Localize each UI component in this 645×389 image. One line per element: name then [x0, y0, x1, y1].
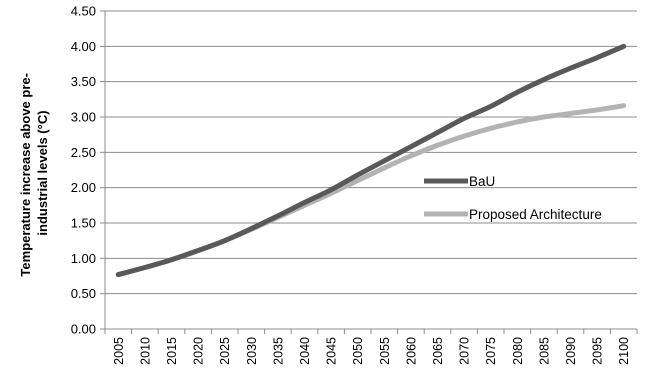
axes — [100, 10, 638, 334]
y-axis-label-line-1: Temperature increase above pre- — [18, 73, 33, 277]
x-tick-label: 2100 — [617, 337, 631, 365]
y-tick-label: 0.50 — [71, 286, 96, 301]
x-tick-label: 2020 — [192, 337, 206, 365]
y-tick-labels: 0.00 0.50 1.00 1.50 2.00 2.50 3.00 3.50 4.00 4.50 — [71, 4, 96, 337]
series-lines — [115, 43, 627, 278]
gridlines — [105, 10, 637, 295]
x-tick-label: 2090 — [564, 337, 578, 365]
legend: BaU Proposed Architecture — [424, 174, 602, 222]
y-tick-label: 1.00 — [71, 251, 96, 266]
x-tick-label: 2030 — [245, 337, 259, 365]
x-tick-label: 2055 — [378, 337, 392, 365]
x-tick-label: 2075 — [484, 337, 498, 365]
y-tick-label: 3.00 — [71, 110, 96, 125]
x-tick-label: 2080 — [511, 337, 525, 365]
y-axis-label: Temperature increase above pre- industri… — [18, 69, 50, 276]
y-tick-label: 2.00 — [71, 180, 96, 195]
x-tick-label: 2050 — [351, 337, 365, 365]
x-tick-label: 2005 — [112, 337, 126, 365]
legend-label-bau: BaU — [469, 174, 495, 189]
y-tick-label: 0.00 — [71, 322, 96, 337]
x-tick-label: 2065 — [431, 337, 445, 365]
y-tick-label: 4.50 — [71, 4, 96, 19]
x-tick-label: 2070 — [458, 337, 472, 365]
y-tick-label: 4.00 — [71, 39, 96, 54]
x-tick-label: 2040 — [298, 337, 312, 365]
x-tick-label: 2025 — [218, 337, 232, 365]
series-line-proposed-architecture — [115, 103, 627, 278]
x-tick-labels: 2005 2010 2015 2020 2025 2030 2035 2040 2045 2050… — [112, 337, 631, 365]
legend-label-proposed-architecture: Proposed Architecture — [469, 207, 602, 222]
x-tick-label: 2060 — [404, 337, 418, 365]
y-tick-label: 1.50 — [71, 216, 96, 231]
x-tick-label: 2085 — [537, 337, 551, 365]
x-tick-label: 2045 — [325, 337, 339, 365]
x-tick-label: 2095 — [591, 337, 605, 365]
y-axis-label-line-2: industrial levels (°C) — [35, 110, 50, 235]
y-tick-label: 3.50 — [71, 74, 96, 89]
x-tick-label: 2010 — [138, 337, 152, 365]
x-tick-label: 2035 — [271, 337, 285, 365]
y-tick-label: 2.50 — [71, 145, 96, 160]
x-tick-label: 2015 — [165, 337, 179, 365]
series-line-bau — [115, 43, 627, 278]
